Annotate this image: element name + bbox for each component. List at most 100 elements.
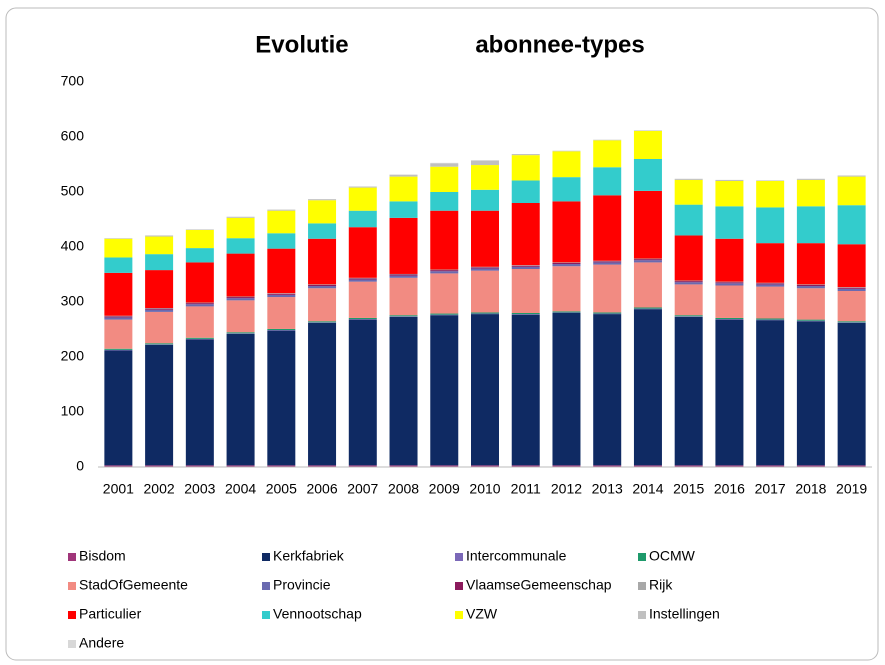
bar-segment <box>348 319 377 320</box>
legend-label: Instellingen <box>649 606 720 622</box>
bar-segment <box>715 282 744 284</box>
bar-segment <box>308 223 337 239</box>
legend-label: Bisdom <box>79 548 126 564</box>
bar-segment <box>674 178 703 180</box>
bar-segment <box>267 294 296 298</box>
bar-segment <box>837 291 866 322</box>
bar-segment <box>511 313 540 315</box>
bar-segment <box>308 284 337 285</box>
bar-segment <box>308 321 337 323</box>
bar-segment <box>308 322 337 323</box>
x-tick-label: 2002 <box>144 481 175 497</box>
bar-segment <box>430 271 459 274</box>
bar-segment <box>471 266 499 268</box>
bar-segment <box>389 176 418 202</box>
bar-segment <box>267 233 296 249</box>
bar-segment <box>674 235 703 281</box>
legend-swatch <box>638 553 646 561</box>
bar-segment <box>674 316 703 466</box>
bar-segment <box>389 277 418 316</box>
bar-segment <box>471 189 499 211</box>
bar-segment <box>552 266 581 312</box>
bar-segment <box>104 315 133 317</box>
bar-segment <box>715 319 744 466</box>
bar-segment <box>633 260 662 263</box>
legend-label: Intercommunale <box>466 548 567 564</box>
bar-segment <box>104 317 133 320</box>
bar-segment <box>633 159 662 191</box>
bar-segment <box>145 308 174 310</box>
bar-segment <box>837 176 866 206</box>
bar-segment <box>837 244 866 288</box>
bar-segment <box>145 311 174 344</box>
bar-segment <box>104 316 133 318</box>
bar-segment <box>633 130 662 131</box>
bar-segment <box>145 308 174 309</box>
bar-segment <box>104 349 133 351</box>
bar-segment <box>104 319 133 349</box>
bar-segment <box>715 319 744 320</box>
bar-segment <box>267 209 296 211</box>
bar-segment <box>145 344 174 345</box>
bar-segment <box>715 285 744 318</box>
bar-segment <box>145 309 174 312</box>
bar-segment <box>389 465 418 467</box>
bar-segment <box>348 281 377 318</box>
bar-segment <box>511 203 540 266</box>
bar-segment <box>185 262 214 303</box>
bar-segment <box>756 243 785 283</box>
legend-swatch <box>68 611 76 619</box>
bar-segment <box>715 283 744 286</box>
legend-label: Provincie <box>273 577 331 593</box>
legend-swatch <box>638 611 646 619</box>
bar-segment <box>430 192 459 211</box>
bar-segment <box>348 277 377 279</box>
bar-segment <box>226 333 255 466</box>
bar-segment <box>308 322 337 466</box>
bar-segment <box>430 315 459 466</box>
x-tick-label: 2005 <box>266 481 297 497</box>
bar-segment <box>471 160 499 161</box>
bar-segment <box>104 238 133 239</box>
x-tick-label: 2008 <box>388 481 419 497</box>
bar-segment <box>104 350 133 466</box>
y-tick-label: 300 <box>61 293 85 309</box>
bar-segment <box>308 288 337 322</box>
y-tick-label: 400 <box>61 238 85 254</box>
bar-segment <box>145 344 174 466</box>
bar-segment <box>715 281 744 283</box>
bar-segment <box>674 179 703 205</box>
bar-segment <box>267 297 296 329</box>
bar-segment <box>308 200 337 224</box>
bar-segment <box>633 262 662 308</box>
bar-segment <box>837 322 866 466</box>
bar-segment <box>471 268 499 271</box>
bar-segment <box>389 315 418 317</box>
bar-segment <box>511 266 540 269</box>
bar-segment <box>389 217 418 274</box>
bar-segment <box>674 281 703 283</box>
bar-segment <box>104 257 133 273</box>
bar-segment <box>796 321 825 466</box>
bar-segment <box>471 165 499 190</box>
bar-segment <box>145 236 174 255</box>
bar-segment <box>145 465 174 467</box>
bar-segment <box>226 238 255 254</box>
bar-segment <box>226 333 255 334</box>
bar-segment <box>593 312 622 314</box>
bar-segment <box>552 311 581 313</box>
x-tick-label: 2009 <box>429 481 460 497</box>
bar-segment <box>633 307 662 309</box>
bar-segment <box>226 298 255 301</box>
bar-segment <box>552 312 581 313</box>
bar-segment <box>348 187 377 211</box>
bar-segment <box>430 162 459 164</box>
legend-swatch <box>455 611 463 619</box>
bar-segment <box>593 465 622 467</box>
bar-segment <box>430 163 459 167</box>
bar-segment <box>756 320 785 466</box>
bar-segment <box>104 272 133 316</box>
bar-segment <box>267 328 296 331</box>
